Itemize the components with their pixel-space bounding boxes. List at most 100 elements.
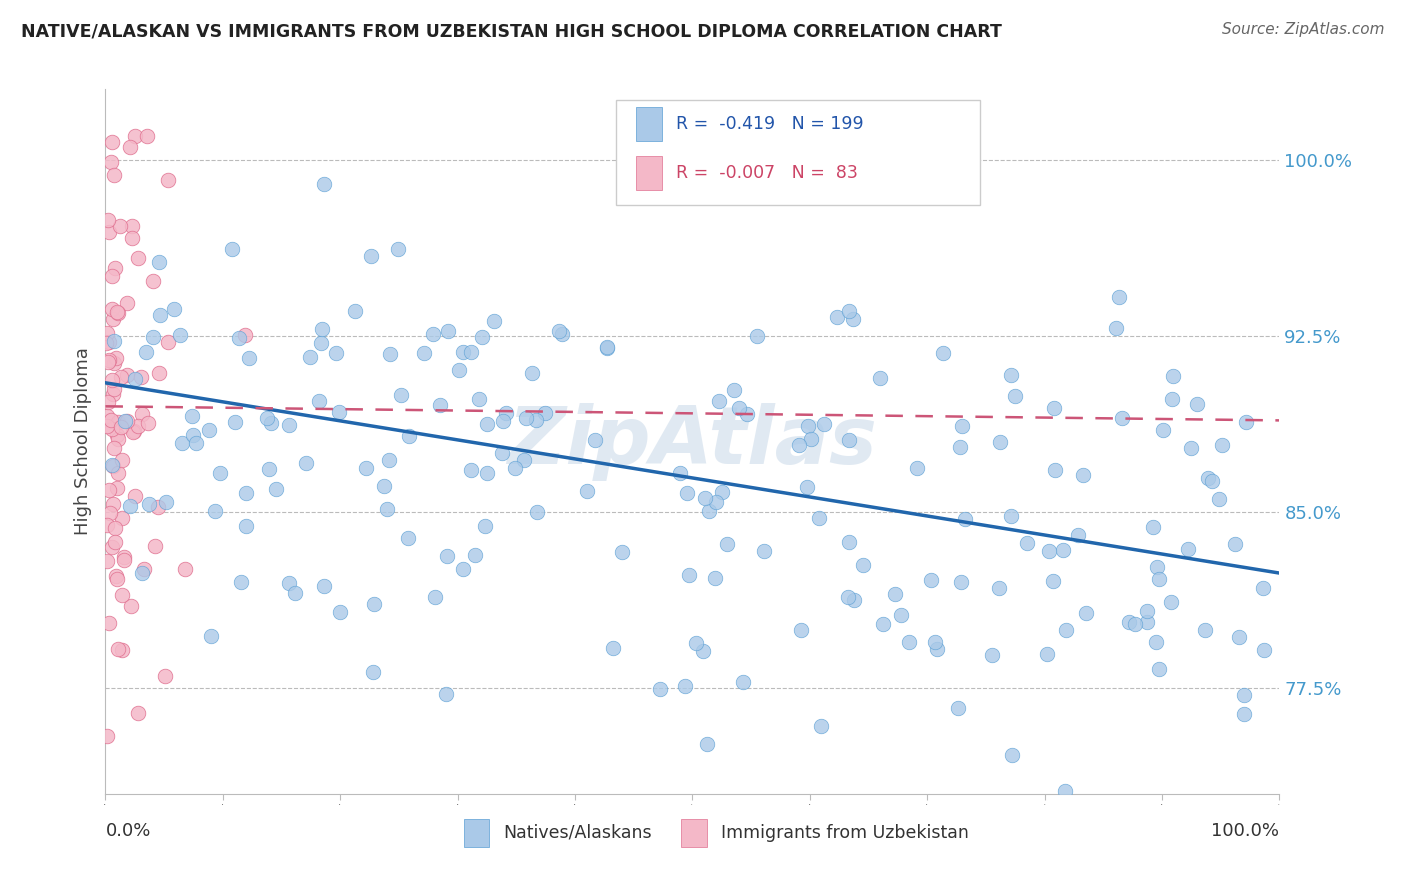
- Point: [513, 452, 536, 467]
- Point: [697, 504, 720, 518]
- Text: R =  -0.419   N = 199: R = -0.419 N = 199: [676, 115, 863, 133]
- Point: [121, 219, 143, 233]
- Point: [96, 730, 118, 744]
- Point: [112, 552, 135, 566]
- Point: [413, 345, 436, 359]
- Point: [111, 643, 134, 657]
- Point: [1017, 536, 1039, 550]
- Point: [224, 415, 246, 429]
- Point: [491, 446, 513, 460]
- Point: [96, 518, 118, 533]
- Point: [1225, 537, 1247, 551]
- Point: [1251, 581, 1274, 595]
- Point: [950, 418, 973, 433]
- Point: [104, 521, 127, 535]
- Point: [425, 590, 447, 604]
- Point: [548, 324, 571, 338]
- Point: [124, 129, 146, 144]
- Point: [648, 681, 671, 696]
- Point: [1211, 438, 1233, 452]
- Point: [314, 579, 336, 593]
- Point: [737, 407, 759, 421]
- Text: Source: ZipAtlas.com: Source: ZipAtlas.com: [1222, 22, 1385, 37]
- Point: [492, 414, 515, 428]
- Text: 0.0%: 0.0%: [105, 822, 150, 840]
- Point: [576, 484, 599, 499]
- Point: [1036, 647, 1059, 661]
- Point: [800, 432, 823, 446]
- Point: [437, 324, 460, 338]
- Point: [127, 706, 149, 720]
- Point: [101, 373, 124, 387]
- Point: [1180, 441, 1202, 455]
- Text: R =  -0.007   N =  83: R = -0.007 N = 83: [676, 164, 858, 182]
- Point: [103, 168, 125, 182]
- Point: [129, 370, 152, 384]
- Point: [474, 519, 496, 533]
- Point: [1197, 471, 1219, 485]
- Point: [238, 351, 260, 366]
- Point: [235, 518, 257, 533]
- Point: [124, 372, 146, 386]
- Bar: [636, 107, 662, 141]
- Point: [155, 495, 177, 509]
- Point: [905, 461, 928, 475]
- Point: [110, 370, 132, 384]
- Point: [96, 554, 118, 568]
- Point: [110, 219, 132, 233]
- Point: [149, 308, 172, 322]
- Point: [120, 599, 142, 613]
- Point: [103, 312, 125, 326]
- Point: [596, 341, 619, 355]
- Point: [869, 371, 891, 385]
- Point: [946, 700, 969, 714]
- Point: [482, 313, 505, 327]
- Point: [142, 274, 165, 288]
- Point: [1042, 574, 1064, 588]
- Point: [398, 429, 420, 443]
- Point: [148, 255, 170, 269]
- Point: [987, 581, 1010, 595]
- Point: [308, 394, 330, 409]
- Point: [897, 634, 920, 648]
- Point: [727, 401, 749, 416]
- Point: [790, 623, 813, 637]
- Point: [105, 304, 128, 318]
- Point: [103, 382, 125, 396]
- Point: [107, 467, 129, 481]
- Point: [515, 410, 537, 425]
- Point: [1053, 783, 1076, 797]
- Point: [100, 155, 122, 169]
- Point: [813, 417, 835, 432]
- Point: [97, 212, 120, 227]
- Point: [534, 406, 557, 420]
- Point: [1118, 615, 1140, 629]
- Point: [1152, 423, 1174, 437]
- Point: [97, 334, 120, 349]
- Point: [103, 334, 125, 348]
- Point: [1125, 617, 1147, 632]
- Point: [1194, 623, 1216, 637]
- Point: [852, 558, 875, 572]
- Point: [131, 566, 153, 581]
- Point: [953, 512, 976, 526]
- Point: [1054, 623, 1077, 637]
- Point: [97, 352, 120, 367]
- Point: [797, 418, 820, 433]
- Point: [146, 500, 169, 514]
- Point: [103, 387, 125, 401]
- Point: [184, 435, 207, 450]
- Point: [284, 586, 307, 600]
- Point: [142, 330, 165, 344]
- Point: [110, 420, 132, 434]
- Point: [841, 312, 863, 326]
- Point: [181, 428, 204, 442]
- Point: [97, 483, 120, 497]
- Point: [105, 572, 128, 586]
- Point: [124, 424, 146, 438]
- Point: [842, 592, 865, 607]
- Point: [138, 497, 160, 511]
- Point: [585, 434, 607, 448]
- Point: [96, 409, 118, 424]
- Point: [1038, 543, 1060, 558]
